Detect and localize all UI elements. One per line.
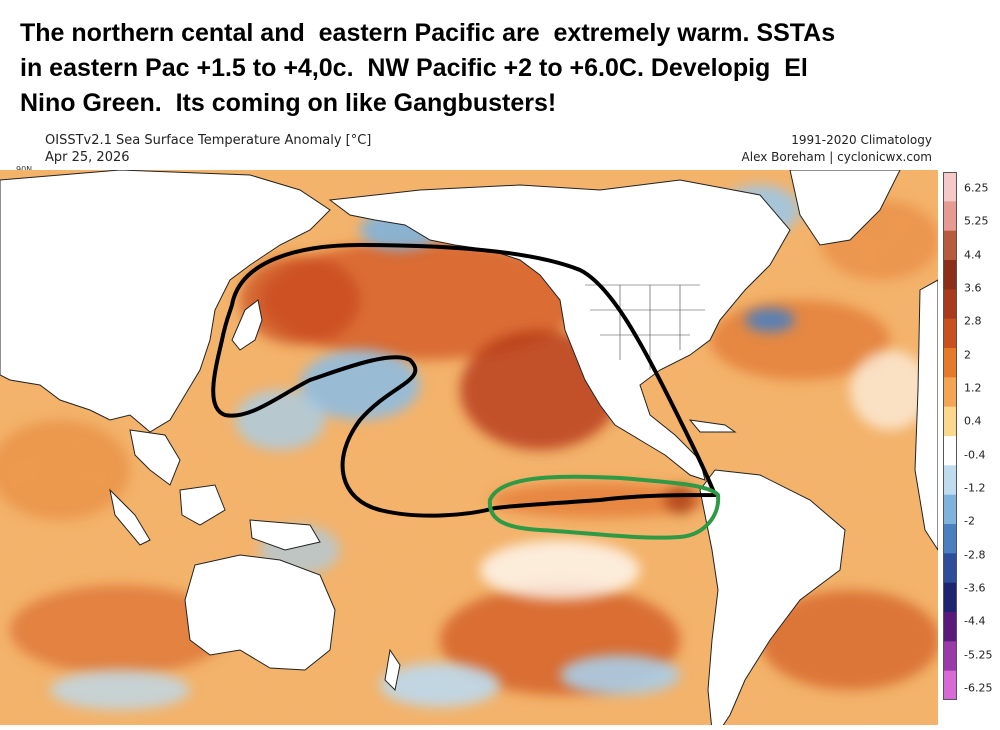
land-antarctica-edge bbox=[0, 725, 938, 730]
land-south-america bbox=[699, 469, 846, 730]
colorbar-swatch bbox=[943, 172, 957, 202]
map-date: Apr 25, 2026 bbox=[45, 150, 130, 165]
colorbar-swatch bbox=[943, 582, 957, 613]
colorbar-label: 6.25 bbox=[964, 181, 989, 195]
colorbar bbox=[943, 172, 957, 700]
land-southeast-asia bbox=[129, 429, 181, 486]
colorbar-swatch bbox=[943, 641, 957, 672]
lat-tick-label: 90N bbox=[16, 165, 32, 174]
land-masses bbox=[0, 170, 938, 730]
colorbar-label: 2.8 bbox=[964, 314, 982, 328]
colorbar-swatch bbox=[943, 406, 957, 437]
colorbar-swatch bbox=[943, 289, 957, 320]
colorbar-swatch bbox=[943, 553, 957, 584]
colorbar-swatch bbox=[943, 612, 957, 642]
colorbar-label: -4.4 bbox=[964, 614, 986, 628]
land-sumatra bbox=[109, 488, 151, 546]
colorbar-label: -2 bbox=[964, 514, 975, 528]
land-borneo bbox=[179, 484, 226, 526]
headline-line-1: The northern cental and eastern Pacific … bbox=[20, 19, 836, 47]
colorbar-label: 0.4 bbox=[964, 414, 982, 428]
warm-anomalies bbox=[0, 200, 938, 695]
colorbar-label: 3.6 bbox=[964, 281, 982, 295]
map-title-block: OISSTv2.1 Sea Surface Temperature Anomal… bbox=[45, 132, 371, 166]
colorbar-label: -1.2 bbox=[964, 481, 986, 495]
colorbar-label: 1.2 bbox=[964, 381, 982, 395]
colorbar-swatch bbox=[943, 201, 957, 232]
map-title: OISSTv2.1 Sea Surface Temperature Anomal… bbox=[45, 133, 372, 148]
colorbar-swatch bbox=[943, 318, 957, 349]
land-africa bbox=[914, 279, 938, 551]
colorbar-label: 4.4 bbox=[964, 248, 982, 262]
colorbar-label: 5.25 bbox=[964, 214, 989, 228]
land-eurasia bbox=[0, 170, 331, 433]
colorbar-swatch bbox=[943, 436, 957, 466]
map-credit-block: 1991-2020 Climatology Alex Boreham | cyc… bbox=[742, 132, 932, 166]
climatology-label: 1991-2020 Climatology bbox=[791, 133, 932, 147]
us-state-lines bbox=[585, 284, 705, 370]
credit-label: Alex Boreham | cyclonicwx.com bbox=[741, 150, 932, 164]
land-greenland bbox=[789, 170, 901, 246]
land-cuba bbox=[688, 419, 737, 433]
colorbar-frame bbox=[943, 172, 957, 700]
colorbar-swatch bbox=[943, 260, 957, 290]
colorbar-swatch bbox=[943, 670, 957, 700]
land-new-guinea bbox=[249, 519, 321, 551]
colorbar-swatch bbox=[943, 230, 957, 261]
headline-line-3: Nino Green. Its coming on like Gangbuste… bbox=[20, 89, 557, 117]
land-japan bbox=[231, 299, 263, 351]
headline: The northern cental and eastern Pacific … bbox=[20, 16, 980, 121]
colorbar-swatch bbox=[943, 348, 957, 378]
colorbar-label: 2 bbox=[964, 348, 971, 362]
colorbar-swatch bbox=[943, 494, 957, 525]
colorbar-swatch bbox=[943, 377, 957, 408]
colorbar-swatch bbox=[943, 524, 957, 554]
colorbar-swatch bbox=[943, 465, 957, 496]
headline-line-2: in eastern Pac +1.5 to +4,0c. NW Pacific… bbox=[20, 54, 808, 82]
colorbar-label: -6.25 bbox=[964, 681, 993, 695]
map-svg bbox=[0, 170, 938, 730]
sst-anomaly-map bbox=[0, 170, 938, 730]
colorbar-label: -0.4 bbox=[964, 448, 986, 462]
colorbar-label: -3.6 bbox=[964, 581, 986, 595]
warm-north-pacific-outline bbox=[211, 243, 717, 518]
land-new-zealand bbox=[384, 648, 401, 692]
el-nino-outline bbox=[487, 474, 721, 540]
land-australia bbox=[184, 554, 336, 671]
colorbar-label: -2.8 bbox=[964, 548, 986, 562]
colorbar-label: -5.25 bbox=[964, 648, 993, 662]
